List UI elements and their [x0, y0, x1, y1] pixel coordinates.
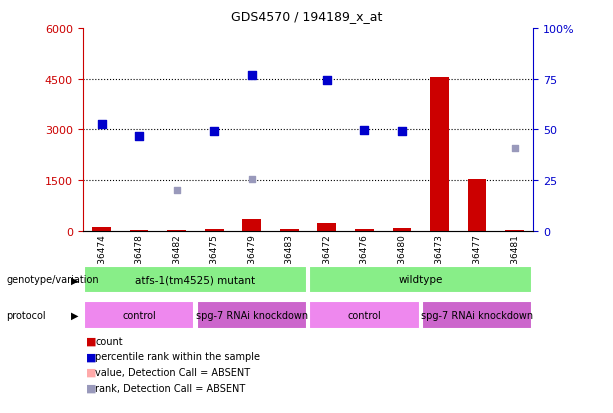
Text: GDS4570 / 194189_x_at: GDS4570 / 194189_x_at	[231, 10, 382, 23]
Text: spg-7 RNAi knockdown: spg-7 RNAi knockdown	[421, 310, 533, 320]
Bar	[130, 230, 148, 231]
Bar	[422, 301, 532, 329]
Bar	[205, 229, 224, 231]
Text: ▶: ▶	[71, 275, 78, 285]
Text: ■: ■	[86, 351, 96, 361]
Bar	[280, 230, 299, 231]
Bar	[309, 266, 532, 294]
Text: genotype/variation: genotype/variation	[6, 275, 99, 285]
Text: count: count	[95, 336, 123, 346]
Text: ■: ■	[86, 336, 96, 346]
Point	[209, 128, 219, 135]
Text: protocol: protocol	[6, 310, 46, 320]
Text: ■: ■	[86, 367, 96, 377]
Bar	[92, 227, 111, 231]
Text: control: control	[348, 310, 381, 320]
Point	[134, 133, 144, 140]
Bar	[242, 219, 261, 231]
Bar	[355, 229, 374, 231]
Point	[172, 188, 181, 194]
Bar	[392, 228, 411, 231]
Bar	[167, 230, 186, 231]
Text: value, Detection Call = ABSENT: value, Detection Call = ABSENT	[95, 367, 250, 377]
Bar	[84, 301, 194, 329]
Bar	[468, 180, 486, 231]
Text: wildtype: wildtype	[398, 275, 443, 285]
Point	[397, 129, 407, 135]
Bar	[318, 223, 336, 231]
Point	[509, 145, 519, 152]
Bar	[84, 266, 307, 294]
Text: ■: ■	[86, 383, 96, 393]
Point	[97, 122, 107, 128]
Text: spg-7 RNAi knockdown: spg-7 RNAi knockdown	[196, 310, 308, 320]
Bar	[309, 301, 419, 329]
Point	[247, 73, 257, 79]
Bar	[430, 78, 449, 231]
Text: rank, Detection Call = ABSENT: rank, Detection Call = ABSENT	[95, 383, 245, 393]
Point	[322, 78, 332, 85]
Text: control: control	[122, 310, 156, 320]
Text: atfs-1(tm4525) mutant: atfs-1(tm4525) mutant	[135, 275, 256, 285]
Point	[247, 176, 257, 183]
Bar	[197, 301, 307, 329]
Point	[359, 128, 369, 134]
Text: ▶: ▶	[71, 310, 78, 320]
Bar	[505, 230, 524, 231]
Text: percentile rank within the sample: percentile rank within the sample	[95, 351, 260, 361]
